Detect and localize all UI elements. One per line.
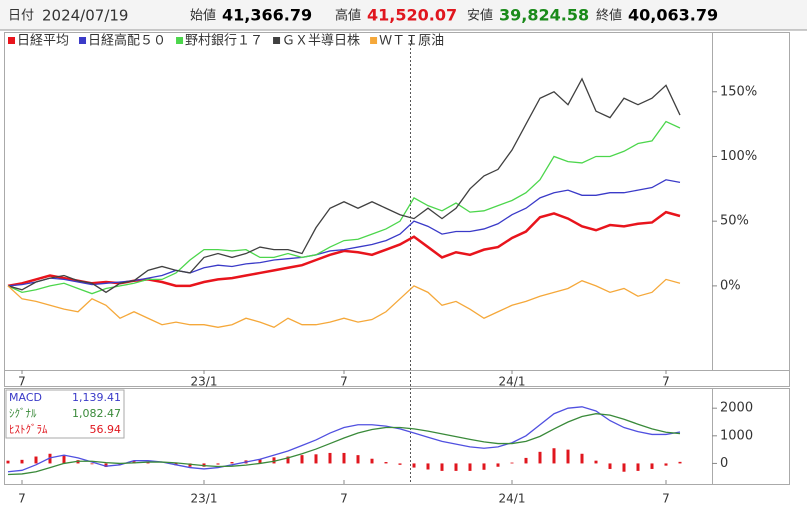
histogram-bar [118,463,122,465]
histogram-bar [370,458,374,464]
histogram-bar [664,463,668,466]
price-label: 高値 [335,8,361,24]
x-tick-label: 7 [340,375,348,389]
x-tick-label: 24/1 [499,492,526,506]
series-line [7,179,681,287]
histogram-bar [552,448,556,464]
macd-legend-value: 1,082.47 [72,407,121,420]
price-value: 41,520.07 [367,6,457,25]
price-label: 終値 [596,8,622,24]
legend-swatch [79,37,87,44]
histogram-bar [6,460,10,464]
series-line [7,406,681,473]
legend-swatch [176,37,184,44]
x-tick-label: 23/1 [191,492,218,506]
histogram-bar [146,462,150,464]
price-value: 41,366.79 [222,6,312,25]
macd-legend-name: ｼｸﾞﾅﾙ [9,407,37,420]
histogram-bar [384,462,388,464]
histogram-bar [594,460,598,464]
y-tick-label: 0 [720,456,728,471]
histogram-bar [272,457,276,464]
histogram-bar [650,463,654,469]
macd-frame [4,388,790,485]
y-tick-label: 50% [720,214,749,229]
x-tick-label: 7 [340,492,348,506]
histogram-bar [426,463,430,470]
x-tick-label: 7 [662,375,670,389]
macd-legend-value: 1,139.41 [72,391,121,404]
date-label: 日付 [8,9,34,24]
legend-label: 日経平均 [17,34,69,49]
macd-legend-name: ﾋｽﾄｸﾞﾗﾑ [9,423,48,436]
histogram-bar [230,462,234,464]
macd-legend-box [5,389,125,439]
histogram-bar [216,463,220,465]
x-tick-label: 7 [18,375,26,389]
histogram-bar [62,455,66,464]
legend-label: ＷＴＩ原油 [379,34,444,49]
histogram-bar [510,462,514,464]
price-value: 39,824.58 [499,6,589,25]
x-tick-label: 23/1 [191,375,218,389]
date: 2024/07/19 [42,7,128,25]
y-tick-label: 2000 [720,401,753,416]
histogram-bar [440,463,444,471]
histogram-bar [538,451,542,464]
histogram-bar [398,463,402,465]
legend-swatch [273,37,281,44]
histogram-bar [496,463,500,467]
histogram-bar [356,455,360,464]
histogram-bar [104,463,108,468]
macd-legend-value: 56.94 [90,423,122,436]
y-tick-label: 100% [720,149,757,164]
histogram-bar [328,452,332,464]
header-bg [0,0,807,30]
histogram-bar [482,463,486,470]
histogram-bar [34,456,38,464]
price-label: 安値 [467,8,493,24]
y-tick-label: 150% [720,84,757,99]
histogram-bar [524,457,528,464]
histogram-bar [300,455,304,464]
y-tick-label: 1000 [720,428,753,443]
legend-swatch [8,37,15,44]
histogram-bar [258,459,262,464]
legend-swatch [370,37,378,44]
legend-label: ＧＸ半導日株 [282,34,360,49]
histogram-bar [678,461,682,464]
histogram-bar [188,463,192,467]
series-line [7,413,681,476]
histogram-bar [636,463,640,471]
histogram-bar [90,463,94,465]
histogram-bar [454,463,458,471]
series-line [7,77,681,294]
main-frame [4,32,790,387]
legend-label: 日経高配５０ [88,33,166,49]
histogram-bar [622,463,626,472]
histogram-bar [342,452,346,464]
histogram-bar [468,463,472,471]
series-line [7,278,681,329]
histogram-bar [608,463,612,469]
price-value: 40,063.79 [628,6,718,25]
histogram-bar [566,449,570,464]
x-tick-label: 7 [18,492,26,506]
series-line [7,120,681,295]
price-label: 始値 [190,8,216,24]
macd-legend-name: MACD [9,391,42,404]
histogram-bar [286,456,290,464]
legend-label: 野村銀行１７ [185,34,263,49]
histogram-bar [580,453,584,464]
histogram-bar [412,463,416,468]
y-tick-label: 0% [720,278,741,293]
x-tick-label: 7 [662,492,670,506]
x-tick-label: 24/1 [499,375,526,389]
histogram-bar [20,459,24,464]
histogram-bar [314,454,318,464]
